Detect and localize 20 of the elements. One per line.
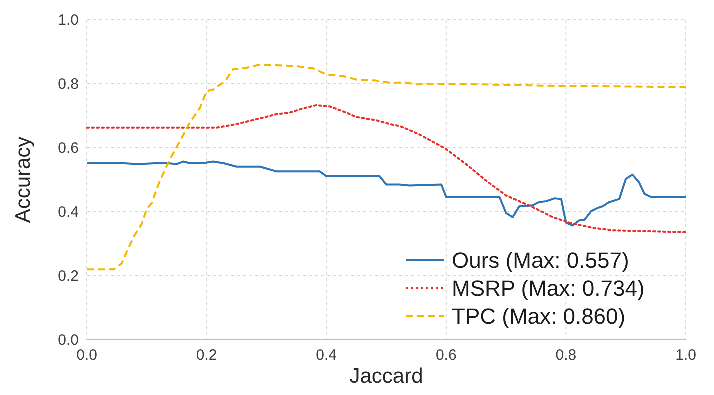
legend-label: MSRP (Max: 0.734) xyxy=(452,276,645,301)
y-tick-label: 0.2 xyxy=(58,268,79,285)
x-tick-label: 1.0 xyxy=(676,347,696,364)
line-series xyxy=(86,64,687,271)
y-tick-label: 1.0 xyxy=(58,12,79,29)
line-series xyxy=(86,160,687,227)
x-tick-label: 0.2 xyxy=(196,347,218,364)
y-tick-label: 0.4 xyxy=(58,204,79,221)
y-tick-label: 0.6 xyxy=(58,140,79,157)
x-tick-label: 0.6 xyxy=(436,347,457,364)
x-tick-label: 0.8 xyxy=(556,347,577,364)
legend-label: Ours (Max: 0.557) xyxy=(452,248,630,273)
y-tick-label: 0.0 xyxy=(58,332,79,349)
x-axis-title: Jaccard xyxy=(350,365,424,388)
y-tick-label: 0.8 xyxy=(58,76,79,93)
legend-label: TPC (Max: 0.860) xyxy=(452,304,626,329)
line-series xyxy=(86,104,687,234)
x-tick-label: 0.4 xyxy=(316,347,338,364)
x-tick-label: 0.0 xyxy=(76,347,98,364)
y-axis-title: Accuracy xyxy=(12,136,35,224)
